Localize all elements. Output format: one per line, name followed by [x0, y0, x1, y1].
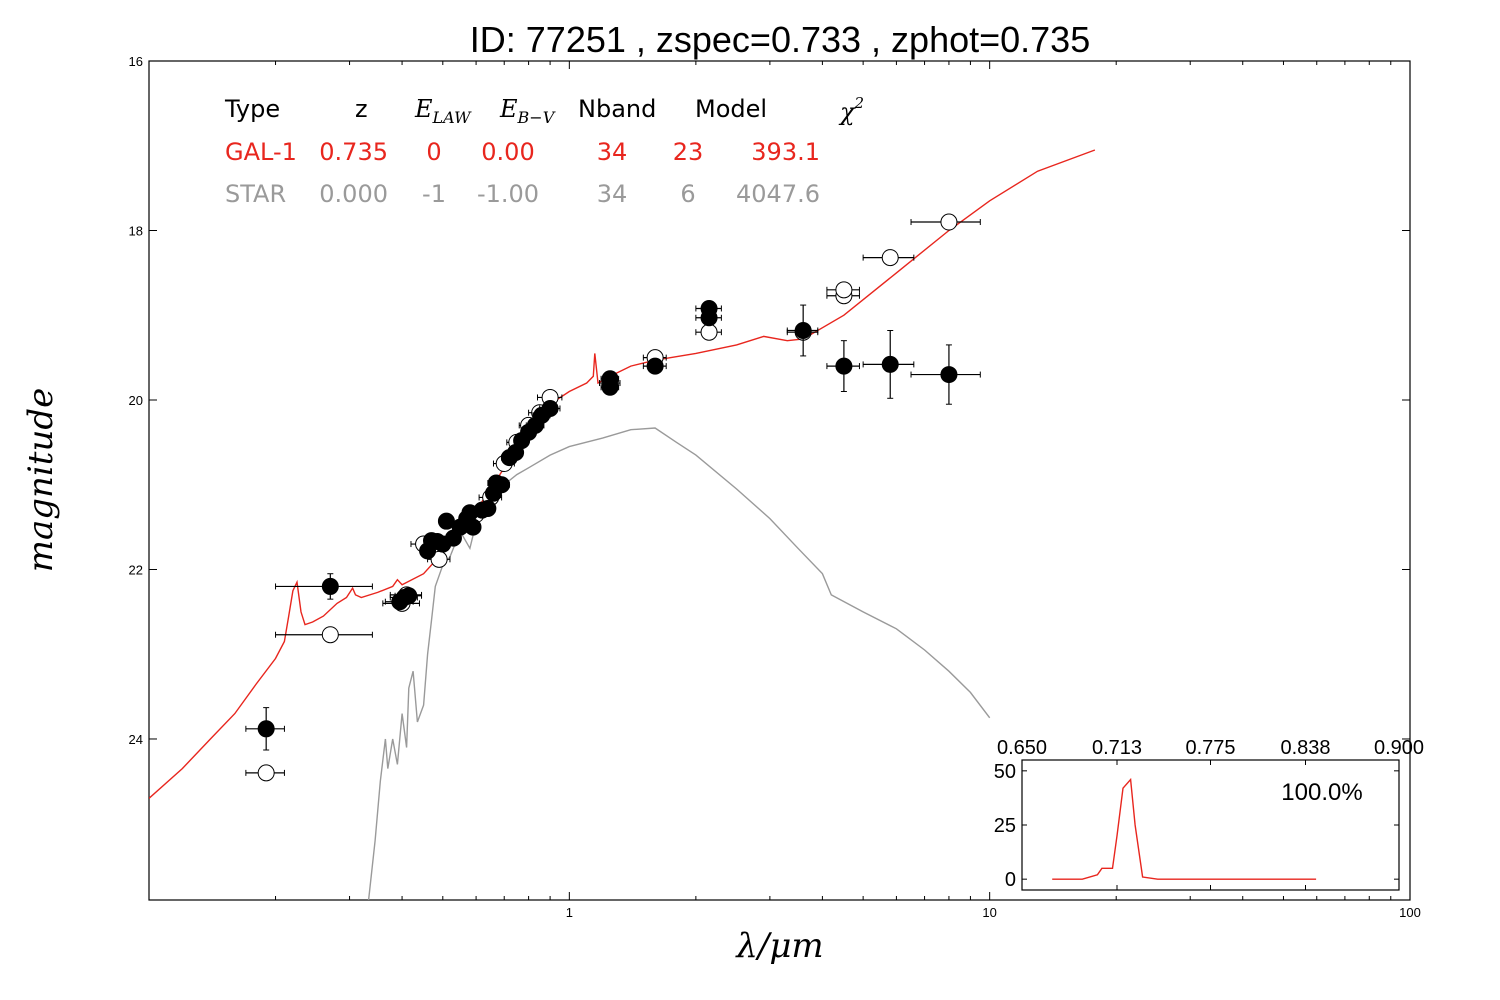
marker: [835, 281, 853, 299]
inset-x-tick-label: 0.900: [1374, 737, 1424, 759]
filled-data-point: [275, 573, 373, 600]
table-cell: 23: [673, 138, 704, 166]
marker: [257, 764, 275, 782]
marker: [794, 321, 812, 339]
open-data-point: [275, 626, 373, 644]
y-tick-label: 24: [129, 732, 143, 747]
header-nband: Nband: [578, 95, 656, 123]
inset-x-tick-label: 0.650: [997, 737, 1047, 759]
table-cell: 6: [680, 180, 695, 208]
table-cell: 0.000: [319, 180, 388, 208]
table-cell: 4047.6: [736, 180, 820, 208]
filled-data-point: [245, 707, 285, 751]
table-row: GAL-1 0.735 0 0.00 34 23 393.1: [225, 138, 820, 166]
table-cell: STAR: [225, 180, 286, 208]
marker: [940, 366, 958, 384]
marker: [493, 476, 511, 494]
filled-data-point: [464, 518, 482, 536]
open-data-point: [427, 550, 451, 568]
filled-data-point: [695, 299, 722, 317]
filled-data-point: [600, 378, 620, 396]
open-data-point: [245, 764, 285, 782]
x-axis-label: λ/μm: [734, 926, 823, 966]
table-cell: 0.00: [481, 138, 534, 166]
table-cell: 34: [597, 180, 628, 208]
header-type: Type: [224, 95, 280, 123]
filled-data-point: [479, 499, 497, 517]
y-axis-label: magnitude: [21, 388, 61, 573]
chart-title: ID: 77251 , zspec=0.733 , zphot=0.735: [470, 19, 1090, 60]
marker: [700, 299, 718, 317]
marker: [835, 357, 853, 375]
marker: [464, 518, 482, 536]
open-markers: [245, 213, 981, 782]
inset-x-tick-label: 0.775: [1185, 737, 1235, 759]
pdz-curve: [1052, 777, 1317, 880]
inset-y-tick-label: 0: [1005, 869, 1016, 891]
marker: [601, 378, 619, 396]
inset-y-tick-label: 25: [994, 815, 1016, 837]
marker: [321, 626, 339, 644]
table-cell: -1: [422, 180, 446, 208]
x-tick-label: 100: [1399, 905, 1421, 920]
inset-x-tick-label: 0.713: [1092, 737, 1142, 759]
header-model: Model: [695, 95, 767, 123]
table-body: GAL-1 0.735 0 0.00 34 23 393.1 STAR 0.000 -1 -1.00…: [225, 138, 820, 208]
main-axis-ticks: 1 10 100 16 18 20 22 24: [129, 54, 1421, 920]
header-chi2: χ2: [838, 94, 864, 126]
marker: [479, 499, 497, 517]
filled-data-point: [539, 399, 561, 417]
table-cell: GAL-1: [225, 138, 297, 166]
marker: [881, 249, 899, 267]
inset-axis-ticks: 0.650 0.713 0.775 0.838 0.900 0 25 50: [994, 737, 1424, 891]
pdz-percentage: 100.0%: [1281, 779, 1362, 806]
inset-frame: [1021, 759, 1400, 891]
marker: [321, 577, 339, 595]
galaxy-model-curve: [149, 149, 1096, 799]
y-tick-label: 20: [129, 393, 143, 408]
marker: [700, 323, 718, 341]
table-cell: 34: [597, 138, 628, 166]
table-cell: 0: [426, 138, 441, 166]
inset-x-tick-label: 0.838: [1280, 737, 1330, 759]
fit-results-table: Type z ELAW EB−V Nband Model χ2 GAL-1 0.7…: [224, 94, 864, 208]
star-model-curve: [367, 427, 991, 900]
open-data-point: [826, 281, 860, 299]
y-tick-label: 16: [129, 54, 143, 69]
filled-data-point: [862, 329, 915, 399]
y-tick-label: 22: [129, 562, 143, 577]
header-ebv: EB−V: [499, 95, 556, 127]
marker: [400, 587, 418, 605]
header-elaw: ELAW: [414, 95, 472, 127]
x-tick-label: 10: [982, 905, 996, 920]
filled-data-point: [437, 512, 455, 530]
pdz-inset: 0.650 0.713 0.775 0.838 0.900 0 25 50 100.0%: [994, 737, 1424, 891]
marker: [881, 355, 899, 373]
marker: [257, 720, 275, 738]
marker: [541, 399, 559, 417]
table-row: STAR 0.000 -1 -1.00 34 6 4047.6: [225, 180, 820, 208]
header-z: z: [355, 95, 368, 123]
filled-data-point: [492, 476, 511, 494]
open-data-point: [862, 249, 915, 267]
marker: [646, 357, 664, 375]
y-tick-label: 18: [129, 223, 143, 238]
table-cell: -1.00: [477, 180, 539, 208]
table-cell: 0.735: [319, 138, 388, 166]
plot-frame: [148, 60, 1411, 901]
table-cell: 393.1: [751, 138, 820, 166]
filled-data-point: [642, 357, 667, 375]
filled-markers: [245, 299, 981, 751]
filled-data-point: [394, 587, 423, 605]
table-header-row: Type z ELAW EB−V Nband Model χ2: [224, 94, 864, 127]
marker: [940, 213, 958, 231]
open-data-point: [910, 213, 981, 231]
inset-y-tick-label: 50: [994, 761, 1016, 783]
open-data-point: [695, 323, 722, 341]
filled-data-point: [786, 304, 819, 357]
filled-data-point: [826, 340, 860, 393]
x-tick-label: 1: [566, 905, 573, 920]
filled-data-point: [910, 344, 981, 405]
